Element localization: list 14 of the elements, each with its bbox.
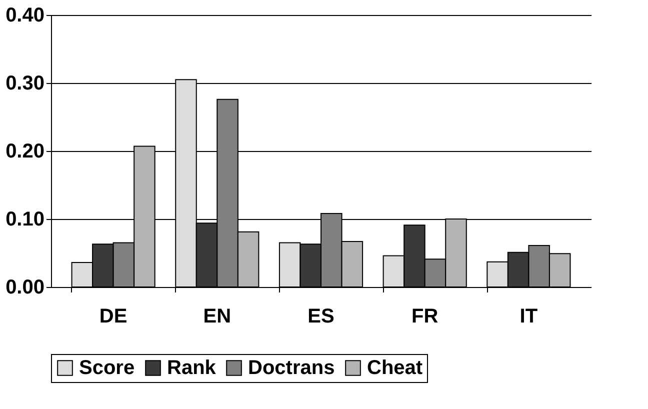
x-tick-label: FR (412, 306, 439, 328)
legend-label: Doctrans (248, 357, 335, 379)
y-tick-label: 0.40 (6, 4, 44, 26)
y-tick-label: 0.00 (6, 276, 44, 298)
y-tick-label: 0.30 (6, 72, 44, 94)
legend-label: Score (79, 357, 135, 379)
x-tick-label: EN (203, 306, 232, 328)
y-tick-label: 0.10 (6, 208, 44, 230)
y-tick-label: 0.20 (6, 140, 44, 162)
x-tick-label: IT (520, 306, 538, 328)
legend-label: Cheat (367, 357, 423, 379)
x-tick-label: DE (99, 306, 128, 328)
x-tick-label: ES (308, 306, 334, 328)
legend-label: Rank (167, 357, 217, 379)
